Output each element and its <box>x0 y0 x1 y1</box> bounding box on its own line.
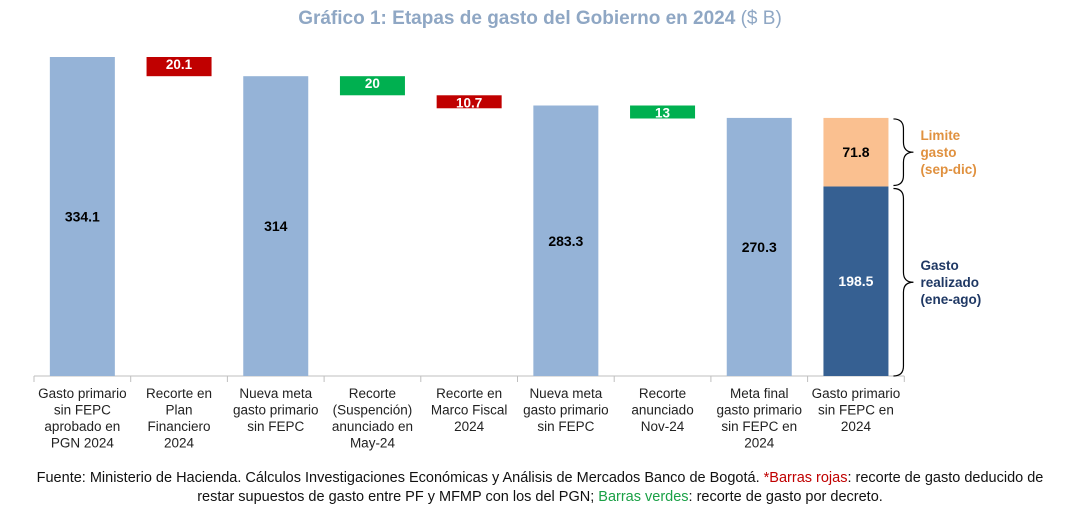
bar-value-label: 20.1 <box>166 57 193 72</box>
brace-gasto-realizado <box>893 187 914 377</box>
annotation-label: gasto <box>920 145 956 160</box>
x-tick-label: 2024 <box>454 419 485 434</box>
x-tick-label: aprobado en <box>44 419 120 434</box>
bar-value-label: 10.7 <box>456 95 482 110</box>
source-red-desc: : recorte de gasto deducido de restar su… <box>197 470 1044 505</box>
waterfall-chart: 334.1 20.1 314 20 10.7 283.3 13 270.3 198.5 71.8 G… <box>33 57 981 451</box>
bar-value-label: 20 <box>365 76 380 91</box>
bar-value-label: 13 <box>655 106 671 121</box>
source-green-term: Barras verdes <box>598 489 689 505</box>
bar-segment-gasto-realizado <box>823 186 889 376</box>
x-tick-label: Recorte <box>349 386 396 401</box>
x-tick-label: 2024 <box>744 436 775 451</box>
source-note: Fuente: Ministerio de Hacienda. Cálculos… <box>20 469 1060 507</box>
x-tick-label: May-24 <box>350 436 396 451</box>
bar-value-label: 314 <box>264 218 288 234</box>
annotation-label: (sep-dic) <box>920 162 976 177</box>
annotation-label: Gasto <box>920 258 958 273</box>
bar-value-label: 198.5 <box>838 273 873 289</box>
annotation-label: Limite <box>920 128 960 143</box>
x-tick-label: sin FEPC <box>537 419 594 434</box>
bar-value-label: 270.3 <box>742 239 777 255</box>
x-tick-label: Recorte <box>639 386 686 401</box>
chart-title-main: Gráfico 1: Etapas de gasto del Gobierno … <box>298 8 736 29</box>
chart-title: Gráfico 1: Etapas de gasto del Gobierno … <box>0 8 1080 30</box>
bar-total <box>726 117 792 376</box>
bar-total <box>243 76 309 376</box>
bar-value-label: 334.1 <box>65 209 100 225</box>
x-tick-label: gasto primario <box>233 403 319 418</box>
chart-title-unit: ($ B) <box>740 8 782 29</box>
source-prefix: Fuente: Ministerio de Hacienda. Cálculos… <box>36 470 764 486</box>
x-tick-label: sin FEPC en <box>818 403 894 418</box>
x-tick-label: 2024 <box>164 436 195 451</box>
annotation-label: (ene-ago) <box>920 292 981 307</box>
bar-value-label: 283.3 <box>548 233 583 249</box>
bar-decrease-red <box>436 95 502 109</box>
x-tick-label: Recorte en <box>436 386 502 401</box>
x-tick-label: (Suspención) <box>333 403 413 418</box>
bar-decrease-green <box>630 105 696 119</box>
x-tick-label: anunciado <box>631 403 693 418</box>
x-tick-label: sin FEPC <box>247 419 304 434</box>
x-tick-label: Gasto primario <box>812 386 901 401</box>
x-tick-label: Financiero <box>148 419 211 434</box>
x-tick-label: Plan <box>166 403 193 418</box>
bar-total <box>49 57 115 376</box>
x-tick-label: Nueva meta <box>239 386 312 401</box>
brace-limite-gasto <box>893 118 914 187</box>
bar-segment-limite-gasto <box>823 117 889 187</box>
x-tick-label: 2024 <box>841 419 872 434</box>
x-tick-label: gasto primario <box>716 403 802 418</box>
bar-decrease-green <box>339 76 405 96</box>
x-tick-label: Meta final <box>730 386 789 401</box>
annotation-label: realizado <box>920 275 979 290</box>
x-tick-label: gasto primario <box>523 403 609 418</box>
source-green-desc: : recorte de gasto por decreto. <box>688 489 883 505</box>
bar-value-label: 71.8 <box>842 144 869 160</box>
x-tick-label: sin FEPC en <box>721 419 797 434</box>
x-tick-label: Nov-24 <box>641 419 685 434</box>
x-tick-label: anunciado en <box>332 419 413 434</box>
bar-total <box>533 105 599 377</box>
x-tick-label: sin FEPC <box>54 403 111 418</box>
x-tick-label: Nueva meta <box>529 386 602 401</box>
x-tick-label: Gasto primario <box>38 386 127 401</box>
bar-decrease-red <box>146 57 212 77</box>
source-red-term: *Barras rojas <box>763 470 848 486</box>
x-tick-label: Recorte en <box>146 386 212 401</box>
x-tick-label: Marco Fiscal <box>431 403 508 418</box>
x-tick-label: PGN 2024 <box>51 436 115 451</box>
